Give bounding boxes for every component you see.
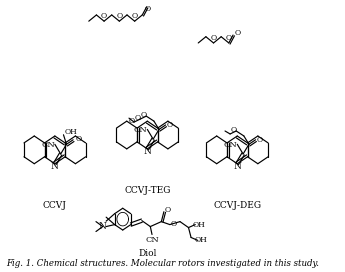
Text: N: N — [99, 222, 107, 231]
Text: O: O — [230, 126, 237, 134]
Text: Fig. 1. Chemical structures. Molecular rotors investigated in this study.: Fig. 1. Chemical structures. Molecular r… — [6, 259, 319, 268]
Text: O: O — [141, 111, 147, 119]
Text: CCVJ: CCVJ — [43, 201, 67, 210]
Text: O: O — [167, 121, 173, 129]
Text: CN: CN — [224, 141, 237, 149]
Text: N: N — [51, 162, 59, 171]
Text: O: O — [128, 117, 135, 125]
Text: CN: CN — [134, 126, 147, 134]
Text: OH: OH — [65, 128, 78, 136]
Text: O: O — [75, 135, 81, 143]
Text: O: O — [171, 220, 177, 228]
Text: CN: CN — [145, 236, 159, 245]
Text: OH: OH — [192, 221, 205, 228]
Text: O: O — [131, 12, 138, 20]
Text: N: N — [233, 162, 241, 171]
Text: O: O — [116, 12, 122, 20]
Text: O: O — [101, 12, 107, 20]
Text: CCVJ-DEG: CCVJ-DEG — [213, 201, 261, 210]
Text: O: O — [235, 29, 241, 37]
Text: CCVJ-TEG: CCVJ-TEG — [124, 186, 170, 195]
Text: O: O — [210, 34, 217, 42]
Text: O: O — [165, 206, 171, 214]
Text: CN: CN — [41, 141, 55, 149]
Text: O: O — [226, 34, 232, 42]
Text: O: O — [257, 136, 263, 144]
Text: OH: OH — [195, 236, 208, 245]
Text: O: O — [144, 5, 150, 13]
Text: Diol: Diol — [138, 249, 157, 258]
Text: N: N — [144, 147, 151, 156]
Text: O: O — [135, 114, 141, 122]
